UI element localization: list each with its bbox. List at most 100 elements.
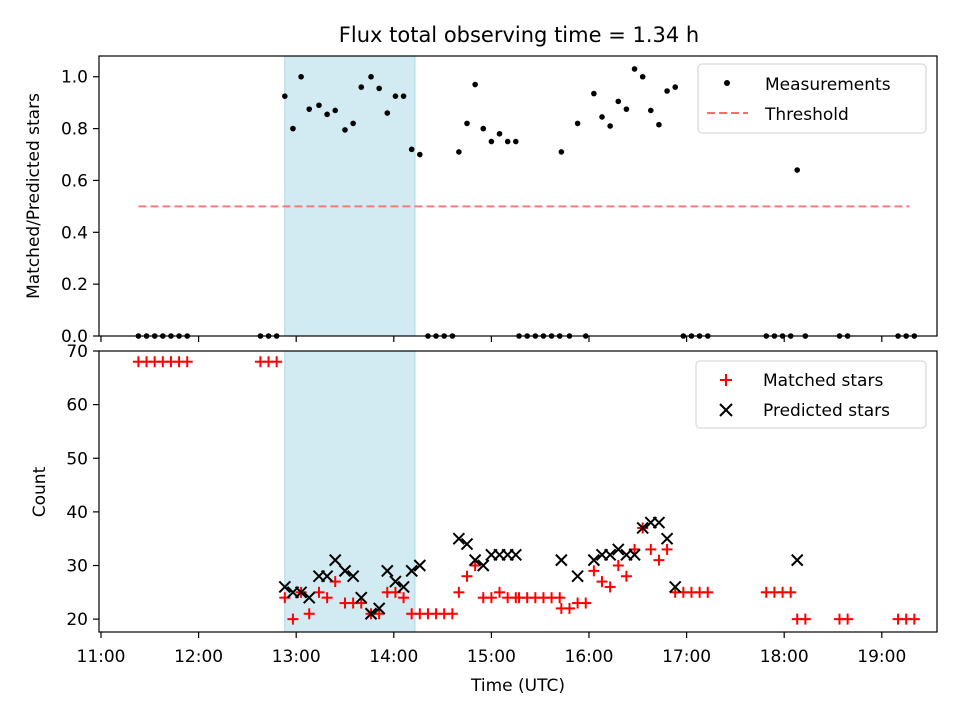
matched-star-point [661, 543, 673, 555]
measurement-point [392, 93, 399, 99]
predicted-star-point [303, 591, 316, 604]
y-tick-label: 40 [66, 503, 88, 523]
matched-star-point [799, 613, 811, 625]
predicted-star-point [364, 607, 378, 620]
matched-star-point [612, 560, 624, 572]
matched-star-point [446, 608, 458, 620]
measurement-point [368, 73, 374, 80]
top-legend: Measurements Threshold [697, 63, 927, 134]
matched-star-point [321, 592, 333, 604]
measurement-point [615, 98, 622, 105]
predicted-star-point [389, 575, 402, 588]
legend-matched-marker [720, 374, 732, 386]
chart-title: Flux total observing time = 1.34 h [339, 23, 699, 47]
predicted-star-point [612, 543, 625, 556]
measurement-point [496, 130, 503, 137]
predicted-star-point [477, 559, 490, 572]
matched-star-point [842, 613, 854, 625]
measurement-point [623, 106, 630, 112]
measurement-point [298, 73, 304, 80]
x-tick-label: 19:00 [857, 647, 906, 667]
measurement-point [488, 138, 495, 145]
x-tick-label: 16:00 [565, 647, 614, 667]
predicted-star-point [413, 559, 427, 572]
x-tick-label: 18:00 [760, 647, 809, 667]
measurement-point [376, 85, 382, 92]
predicted-star-point [571, 570, 584, 583]
predicted-star-point [555, 553, 568, 567]
bottom-legend: Matched stars Predicted stars [695, 360, 927, 429]
measurement-point [350, 120, 356, 127]
measurement-point [472, 81, 478, 88]
y-tick-label: 30 [66, 557, 88, 577]
matched-star-point [702, 586, 714, 598]
legend-predicted-label: Predicted stars [763, 401, 890, 421]
x-tick-label: 12:00 [174, 647, 223, 667]
bottom-x-axis-ticks: 11:00 12:00 13:00 14:00 15:00 16:00 17:00 18:00… [77, 632, 906, 667]
y-tick-label: 1.0 [61, 68, 88, 88]
matched-star-point [620, 570, 632, 582]
legend-matched-label: Matched stars [763, 371, 883, 391]
predicted-star-point [587, 553, 601, 567]
x-tick-label: 13:00 [272, 647, 321, 667]
matched-star-point [785, 586, 797, 598]
measurement-point [672, 84, 679, 90]
top-highlight-span [284, 55, 416, 337]
matched-star-point [181, 356, 193, 368]
measurement-point [332, 107, 339, 114]
y-tick-label: 0.4 [61, 223, 88, 243]
measurement-point [324, 111, 330, 118]
predicted-star-point [278, 580, 292, 594]
measurement-point [558, 149, 565, 155]
predicted-star-point [346, 570, 360, 583]
measurement-point [316, 102, 322, 109]
matched-star-point [469, 560, 481, 572]
predicted-star-point [652, 516, 666, 529]
measurement-point [607, 123, 613, 129]
highlight-span-rect [284, 55, 416, 337]
predicted-star-point [468, 553, 482, 567]
measurement-point [456, 149, 462, 155]
measurement-point [513, 138, 519, 145]
predicted-star-point [669, 580, 682, 594]
top-legend-box [697, 63, 927, 134]
legend-measurements-marker [724, 80, 730, 86]
y-tick-label: 60 [66, 396, 88, 416]
legend-threshold-label: Threshold [764, 105, 849, 125]
measurement-point [417, 151, 423, 158]
matched-star-point [398, 592, 410, 604]
measurement-point [464, 120, 470, 127]
legend-predicted-marker [719, 403, 733, 417]
measurement-point [408, 146, 415, 153]
matched-star-point [453, 586, 465, 598]
measurement-point [504, 138, 511, 145]
matched-star-point [588, 565, 600, 577]
measurement-point [599, 114, 605, 120]
measurement-point [358, 84, 365, 90]
y-tick-label: 20 [66, 610, 88, 630]
bottom-y-axis-label: Count [30, 466, 50, 517]
measurement-point [290, 125, 296, 132]
measurement-point [282, 93, 288, 99]
x-tick-label: 11:00 [77, 647, 126, 667]
predicted-star-point [452, 532, 466, 545]
matched-star-point [494, 586, 506, 598]
predicted-star-point [338, 564, 352, 578]
y-tick-label: 0.8 [61, 120, 88, 140]
measurement-point [400, 93, 407, 99]
matched-star-point [645, 543, 657, 555]
y-tick-label: 50 [66, 449, 88, 469]
bottom-legend-box [695, 360, 927, 429]
y-tick-label: 0.2 [61, 275, 88, 295]
y-tick-label: 0.6 [61, 171, 88, 191]
predicted-star-point [660, 532, 674, 545]
matched-star-point [485, 592, 497, 604]
measurement-point [648, 107, 654, 114]
matched-star-points [132, 356, 920, 625]
predicted-star-point [636, 521, 649, 535]
measurement-point [384, 110, 391, 116]
y-tick-label: 70 [66, 342, 88, 362]
top-y-axis-ticks: 0.0 0.2 0.4 0.6 0.8 1.0 [61, 68, 99, 347]
predicted-star-point [329, 553, 342, 567]
